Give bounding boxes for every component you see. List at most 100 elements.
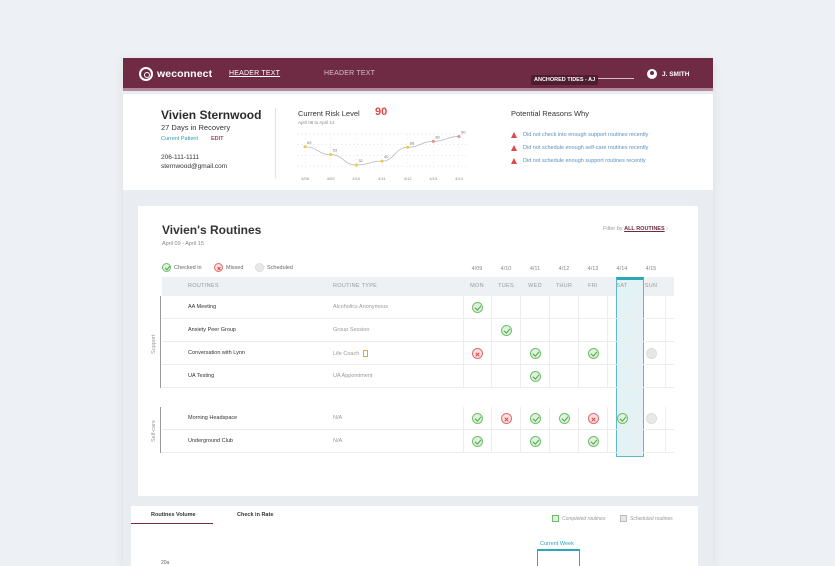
- grid-line: [491, 296, 492, 388]
- legend-completed: Completed routines: [552, 515, 605, 522]
- tab-check-in-rate[interactable]: Check in Rate: [237, 512, 274, 518]
- table-header: [162, 277, 674, 296]
- day-label: THUR: [555, 283, 573, 289]
- risk-subtitle: April 08 to April 14: [298, 120, 335, 125]
- date-label: 4/11: [529, 266, 541, 272]
- legend-label: Missed: [226, 264, 244, 271]
- reason-text: Did not check into enough support routin…: [523, 132, 649, 138]
- reason-text: Did not schedule enough self-care routin…: [523, 145, 649, 151]
- check-icon[interactable]: [558, 413, 570, 424]
- grid-line: [578, 296, 579, 388]
- check-icon[interactable]: [500, 325, 512, 336]
- date-label: 4/10: [500, 266, 512, 272]
- chevron-right-icon: ›: [666, 226, 669, 232]
- patient-summary-card: Vivien Sternwood 27 Days in Recovery Cur…: [123, 94, 713, 190]
- risk-value-label: 40: [384, 154, 389, 159]
- day-label: FRI: [588, 283, 598, 289]
- check-icon[interactable]: [471, 436, 483, 447]
- date-label: 4/15: [645, 266, 657, 272]
- filter-value[interactable]: ALL ROUTINES: [624, 226, 665, 232]
- check-icon[interactable]: [471, 302, 483, 313]
- volume-card: Routines Volume Check in Rate Completed …: [131, 506, 698, 566]
- group-bracket: [160, 407, 161, 453]
- grid-line: [520, 407, 521, 453]
- edit-link[interactable]: EDIT: [211, 136, 224, 142]
- risk-point[interactable]: [354, 163, 358, 167]
- check-icon[interactable]: [471, 413, 483, 424]
- routine-row[interactable]: [162, 342, 674, 365]
- grid-line: [491, 407, 492, 453]
- patient-status: Current Patient: [161, 136, 198, 142]
- legend-label: Checked in: [174, 264, 202, 271]
- grid-line: [578, 407, 579, 453]
- check-icon[interactable]: [587, 436, 599, 447]
- x-icon[interactable]: [500, 413, 512, 424]
- check-icon[interactable]: [529, 413, 541, 424]
- reasons-title: Potential Reasons Why: [511, 109, 589, 118]
- user-menu[interactable]: J. SMITH: [647, 69, 689, 79]
- app-window: weconnect HEADER TEXT HEADER TEXT ANCHOR…: [123, 58, 713, 566]
- bookmark-icon[interactable]: [363, 350, 369, 357]
- routine-row[interactable]: [162, 407, 674, 430]
- risk-point[interactable]: [431, 139, 435, 143]
- brand-logo[interactable]: weconnect: [139, 67, 212, 81]
- check-icon[interactable]: [529, 371, 541, 382]
- check-icon[interactable]: [529, 348, 541, 359]
- legend-scheduled: Scheduled: [255, 263, 293, 272]
- grid-line: [463, 407, 464, 453]
- patient-name: Vivien Sternwood: [161, 108, 262, 122]
- y-axis-tick: 20a: [161, 560, 170, 566]
- risk-x-tick: 4/14: [455, 176, 464, 181]
- risk-point[interactable]: [380, 159, 384, 163]
- risk-point[interactable]: [303, 145, 307, 149]
- scheduled-dot-icon[interactable]: [645, 413, 657, 424]
- routine-row[interactable]: [162, 430, 674, 453]
- x-icon[interactable]: [471, 348, 483, 359]
- routine-type-text: Life Coach: [333, 350, 360, 357]
- active-tab-underline: [131, 523, 213, 524]
- scheduled-dot-icon[interactable]: [645, 348, 657, 359]
- x-icon[interactable]: [587, 413, 599, 424]
- risk-x-tick: 4/10: [352, 176, 361, 181]
- routines-filter[interactable]: Filter by ALL ROUTINES ›: [603, 226, 668, 232]
- risk-title: Current Risk Level: [298, 109, 360, 118]
- program-selector[interactable]: ANCHORED TIDES - AJ: [531, 68, 634, 85]
- warning-icon: [511, 132, 517, 138]
- warning-icon: [511, 158, 517, 164]
- risk-point[interactable]: [406, 145, 410, 149]
- routine-type-text: UA Appointment: [333, 373, 373, 379]
- check-icon: [162, 263, 171, 272]
- routine-type: N/A: [333, 438, 342, 444]
- legend-missed: Missed: [214, 263, 243, 272]
- routine-type-text: N/A: [333, 438, 343, 444]
- risk-x-tick: 4/08: [301, 176, 310, 181]
- nav-link-1[interactable]: HEADER TEXT: [229, 70, 281, 77]
- group-bracket: [160, 296, 161, 388]
- routine-row[interactable]: [162, 365, 674, 388]
- risk-x-tick: 4/09: [327, 176, 336, 181]
- reason-text: Did not schedule enough support routines…: [523, 158, 646, 164]
- risk-value-label: 68: [410, 140, 415, 145]
- routines-card: Vivien's Routines April 09 - April 15 Fi…: [138, 206, 698, 496]
- check-icon[interactable]: [529, 436, 541, 447]
- col-routines: ROUTINES: [188, 283, 219, 289]
- recovery-days: 27 Days in Recovery: [161, 123, 231, 132]
- current-week-marker: [537, 549, 580, 566]
- nav-link-2[interactable]: HEADER TEXT: [324, 70, 376, 77]
- user-avatar-icon: [647, 69, 657, 79]
- grid-line: [549, 296, 550, 388]
- routine-row[interactable]: [162, 296, 674, 319]
- check-icon[interactable]: [616, 413, 628, 424]
- risk-value-label: 69: [307, 140, 312, 145]
- risk-point[interactable]: [457, 134, 461, 138]
- grid-line: [607, 296, 608, 388]
- routine-row[interactable]: [162, 319, 674, 342]
- group-label: Support: [151, 334, 157, 354]
- tab-routines-volume[interactable]: Routines Volume: [151, 512, 196, 518]
- reason-item: Did not check into enough support routin…: [511, 132, 648, 138]
- completed-swatch-icon: [552, 515, 559, 522]
- check-icon[interactable]: [587, 348, 599, 359]
- risk-point[interactable]: [329, 153, 333, 157]
- day-label: MON: [470, 283, 484, 289]
- patient-email[interactable]: sternwood@gmail.com: [161, 163, 228, 170]
